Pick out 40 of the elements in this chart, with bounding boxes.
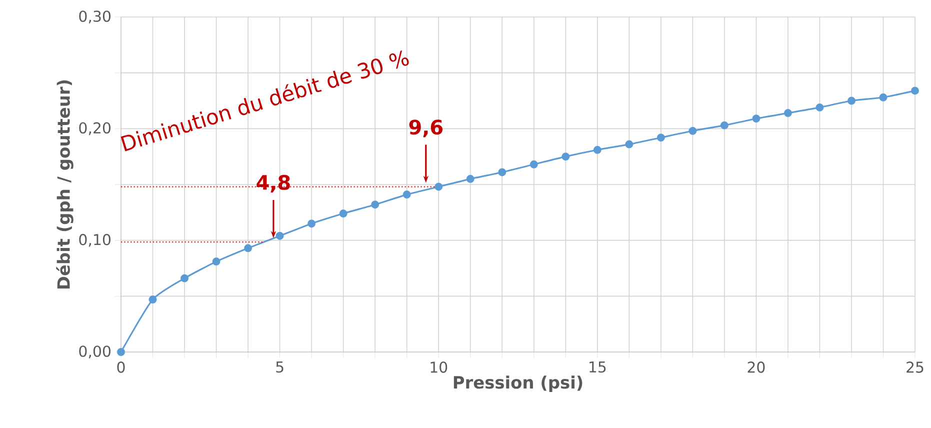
point	[466, 174, 474, 183]
point	[434, 182, 443, 191]
point	[562, 152, 570, 161]
x-tick-label: 25	[906, 362, 924, 373]
x-axis-title: Pression (psi)	[454, 376, 582, 392]
point	[816, 103, 824, 112]
point	[402, 190, 411, 199]
point	[276, 232, 284, 240]
point	[625, 140, 634, 148]
point	[339, 210, 348, 218]
y-axis-title: Débit (gph / goutteur)	[56, 80, 74, 289]
y-tick-label: 0,10	[79, 234, 110, 247]
point	[244, 244, 252, 252]
x-tick-label: 10	[430, 362, 448, 373]
point	[847, 96, 856, 105]
point	[180, 274, 189, 282]
point	[911, 86, 919, 95]
point	[148, 296, 157, 304]
point	[212, 258, 220, 266]
y-tick-label: 0,20	[79, 122, 110, 136]
point	[879, 93, 888, 102]
point	[752, 114, 760, 123]
point	[656, 134, 665, 142]
point	[371, 200, 380, 209]
y-tick-label: 0,30	[79, 10, 110, 24]
point	[117, 348, 125, 356]
point	[593, 146, 602, 154]
y-tick-label: 0,00	[79, 346, 110, 358]
x-tick-label: 20	[748, 362, 765, 373]
point	[784, 109, 792, 118]
point	[308, 220, 316, 228]
x-tick-label: 15	[590, 362, 606, 373]
point	[688, 126, 697, 135]
point	[530, 160, 538, 168]
x-tick-label: 5	[276, 362, 284, 373]
annotation: 4,8	[256, 174, 290, 192]
x-tick-label: 0	[117, 362, 125, 373]
point	[720, 121, 728, 130]
annotation: 9,6	[409, 120, 442, 138]
point	[498, 168, 506, 176]
